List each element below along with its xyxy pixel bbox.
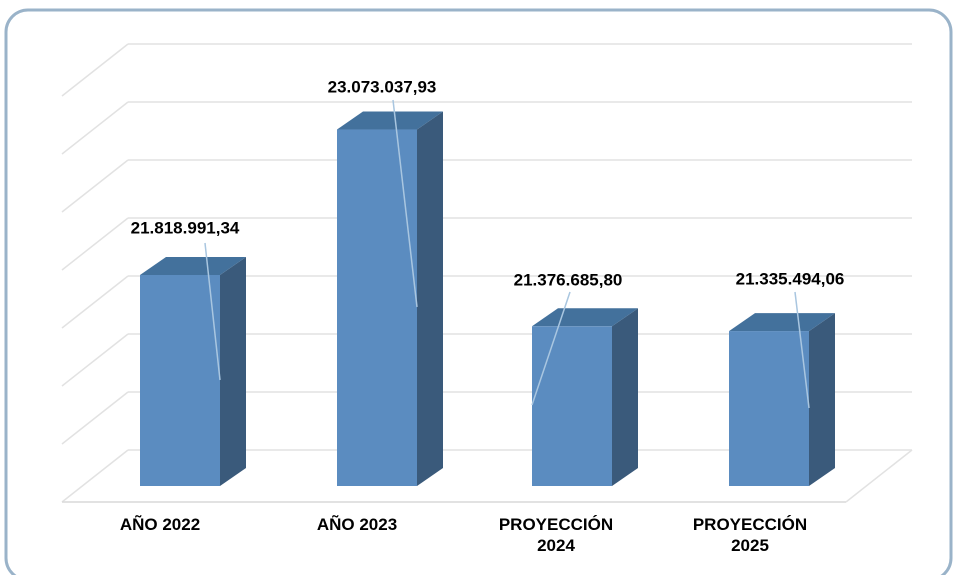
x-tick-label: PROYECCIÓN 2025 <box>692 515 808 555</box>
leader-line <box>531 291 571 406</box>
leader-line <box>392 99 418 308</box>
leader-line <box>794 291 810 409</box>
x-tick-label: PROYECCIÓN 2024 <box>498 515 614 555</box>
x-tick-label: AÑO 2022 <box>119 515 201 534</box>
bar <box>140 274 220 486</box>
bar-side <box>612 308 638 486</box>
grid-line <box>61 275 129 329</box>
bar-top <box>729 313 835 332</box>
grid-line <box>61 159 129 213</box>
data-label: 23.073.037,93 <box>328 77 437 96</box>
data-label: 21.335.494,06 <box>736 269 845 288</box>
data-label: 21.818.991,34 <box>131 218 240 237</box>
grid-line <box>61 333 129 387</box>
bar <box>729 331 809 486</box>
floor-line <box>845 449 913 503</box>
bar <box>532 326 612 486</box>
frame <box>4 8 953 575</box>
data-label: 21.376.685,80 <box>514 270 623 289</box>
x-tick-label: AÑO 2023 <box>316 515 398 534</box>
grid-line <box>61 101 129 155</box>
leader-line <box>204 242 221 381</box>
bar-side <box>809 313 835 486</box>
bar-side <box>220 256 246 486</box>
bar-top <box>337 111 443 130</box>
grid-line <box>61 449 129 503</box>
grid-line <box>61 391 129 445</box>
bar-side <box>417 111 443 487</box>
grid-line <box>61 217 129 271</box>
grid-line <box>61 43 129 97</box>
bar-top <box>140 256 246 275</box>
bar-top <box>532 308 638 327</box>
bar <box>337 129 417 487</box>
